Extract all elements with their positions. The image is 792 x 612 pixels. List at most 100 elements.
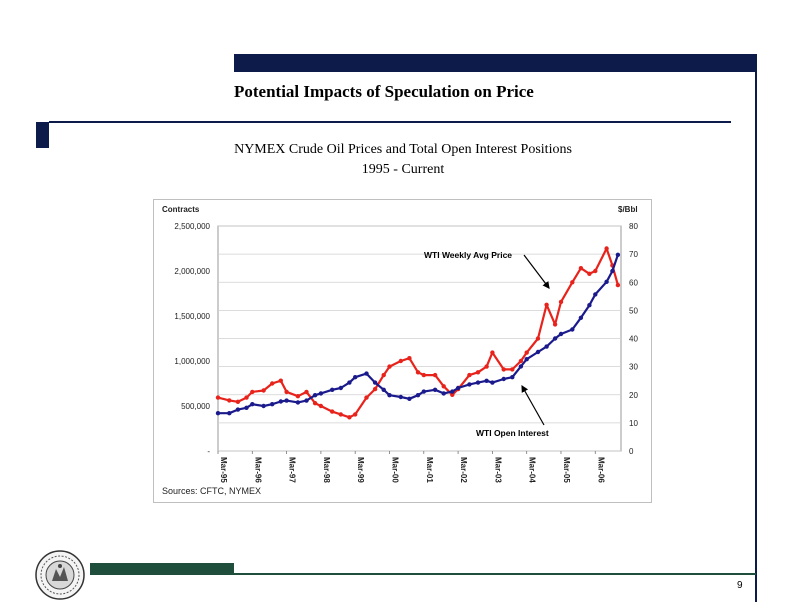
accent-square [36,122,49,148]
data-point [552,322,558,327]
data-point [501,376,506,382]
axis-ticks: 80 70 60 50 40 30 20 10 0 2,500,000 2,000,000 1,500… [162,205,638,483]
data-point [338,412,343,417]
data-point [510,367,515,372]
annotation-price: WTI Weekly Avg Price [424,250,512,260]
data-point [278,378,283,383]
subtitle-line-1: NYMEX Crude Oil Prices and Total Open In… [234,142,572,157]
data-point [338,385,343,391]
right-tick-label: 80 [629,222,638,231]
data-point [450,389,455,394]
data-point [347,415,352,420]
data-point [421,389,426,394]
data-point [578,266,584,271]
price-open-interest-chart: 80 70 60 50 40 30 20 10 0 2,500,000 2,000,000 1,500… [162,205,638,483]
footer-bar [90,563,234,575]
data-point [244,395,249,400]
data-point [312,401,318,406]
data-point [295,394,301,399]
data-point [421,372,426,378]
data-point [364,371,369,376]
right-rule [755,54,757,602]
right-axis-title: $/Bbl [618,205,638,214]
right-tick-label: 0 [629,447,634,456]
x-tick-label: Mar-97 [288,457,297,483]
page-title: Potential Impacts of Speculation on Pric… [234,82,534,101]
data-point [467,382,472,387]
left-tick-label: 1,000,000 [174,357,210,366]
data-point [578,315,584,320]
series-line-wti-price [217,247,619,419]
data-point [215,411,221,416]
data-point [467,372,472,378]
right-tick-label: 50 [629,306,638,315]
data-point [518,364,524,369]
data-point [407,396,412,401]
data-point [610,268,615,274]
data-point [227,398,232,403]
data-point [235,407,241,412]
data-point [353,412,358,417]
data-point [524,357,529,362]
data-point [318,403,324,409]
data-point [570,327,575,332]
data-point [312,393,318,398]
data-point [475,370,481,375]
data-point [250,389,255,395]
annotation-arrow [521,384,545,426]
data-point [261,388,266,393]
data-point [250,402,255,407]
data-point [215,395,221,400]
data-point [524,350,529,355]
data-point [552,336,558,341]
data-point [558,331,564,337]
data-point [415,393,421,398]
x-tick-label: Mar-01 [425,457,434,483]
data-point [604,279,609,284]
data-point [398,358,403,364]
data-point [227,411,232,416]
data-point [441,384,446,389]
x-tick-label: Mar-95 [219,457,228,483]
data-point [593,268,598,274]
data-point [484,364,489,369]
data-point [615,282,621,288]
chart-series [215,246,621,420]
right-tick-label: 60 [629,278,638,287]
data-point [330,387,335,392]
data-point [544,302,549,307]
data-point [407,356,412,361]
title-rule [49,121,731,123]
x-tick-label: Mar-02 [459,457,468,483]
data-point [372,386,378,392]
data-point [475,380,481,385]
left-tick-label: 2,000,000 [174,267,210,276]
left-tick-label: - [207,447,210,456]
annotation-open-interest: WTI Open Interest [476,428,549,438]
data-point [244,405,249,410]
header-bar [234,54,756,72]
data-point [510,375,515,380]
data-point [278,399,283,404]
data-point [270,402,275,407]
data-point [415,370,421,375]
chart-annotations: WTI Weekly Avg Price WTI Open Interest [424,250,550,438]
data-point [295,400,301,405]
data-point [490,350,495,355]
x-tick-label: Mar-06 [596,457,605,483]
data-point [558,299,564,305]
x-tick-label: Mar-04 [528,457,537,483]
right-tick-label: 40 [629,335,638,344]
data-point [544,344,549,349]
page-number: 9 [737,580,743,591]
data-point [518,358,524,364]
x-tick-label: Mar-05 [562,457,571,483]
data-point [587,303,592,308]
chart-container: 80 70 60 50 40 30 20 10 0 2,500,000 2,000,000 1,500… [153,199,652,503]
right-tick-label: 70 [629,250,638,259]
x-tick-label: Mar-03 [493,457,502,483]
data-point [387,393,392,398]
x-tick-label: Mar-96 [253,457,262,483]
chart-grid [217,225,622,452]
data-point [484,378,489,383]
